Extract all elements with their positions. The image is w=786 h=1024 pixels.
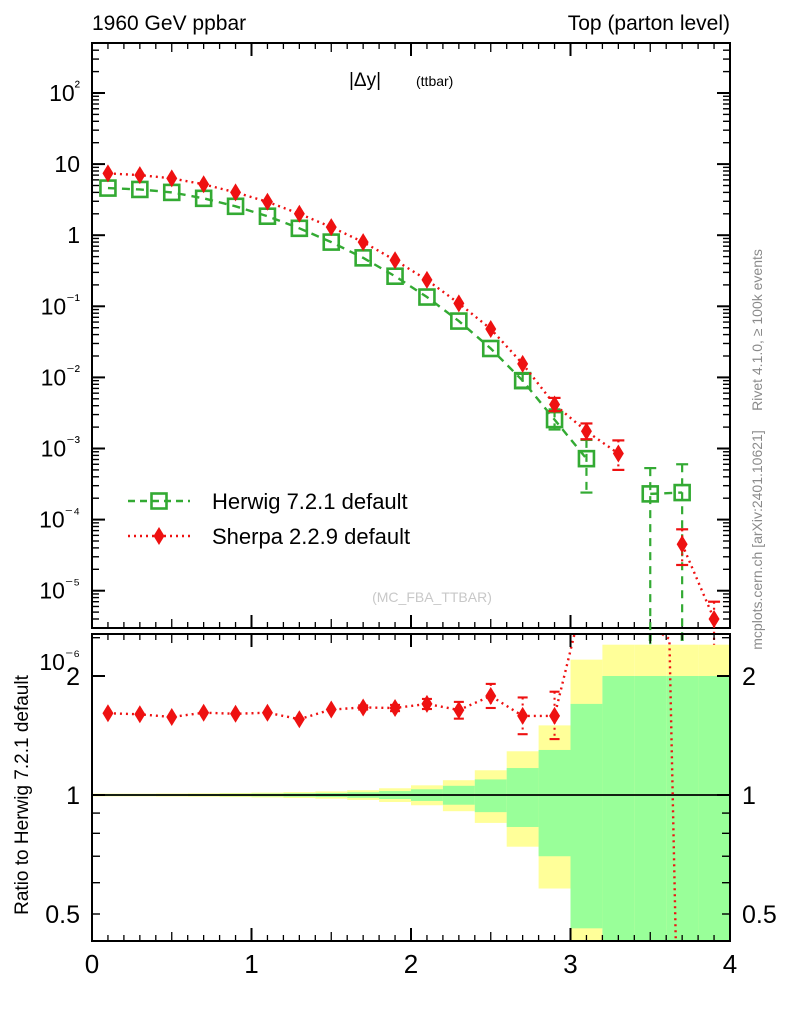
marker-square[interactable]: [418, 288, 436, 306]
marker-square[interactable]: [481, 339, 500, 358]
plot-title-subtext: (ttbar): [416, 73, 453, 89]
marker-diamond[interactable]: [261, 192, 273, 211]
marker-diamond[interactable]: [198, 175, 210, 194]
y-tick-label: 10⁻⁵: [39, 577, 80, 604]
watermark-label: (MC_FBA_TTBAR): [372, 589, 492, 605]
header-left: 1960 GeV ppbar: [92, 12, 246, 35]
x-tick-label: 2: [404, 949, 418, 979]
ratio-marker-diamond[interactable]: [134, 705, 146, 724]
ratio-marker-diamond[interactable]: [389, 698, 401, 717]
marker-diamond[interactable]: [708, 609, 720, 628]
ratio-marker-diamond[interactable]: [453, 701, 465, 720]
uncertainty-band-inner: [570, 703, 603, 929]
x-tick-label: 3: [563, 949, 577, 979]
ratio-y-tick-label: 2: [66, 663, 80, 691]
marker-square[interactable]: [673, 483, 691, 502]
ratio-y-tick-label-right: 1: [742, 782, 756, 810]
marker-diamond[interactable]: [612, 444, 624, 463]
legend-label-sherpa: Sherpa 2.2.9 default: [212, 524, 410, 549]
marker-diamond[interactable]: [166, 169, 178, 188]
marker-square[interactable]: [513, 371, 532, 390]
y-tick-label: 10⁻⁴: [39, 506, 80, 533]
y-tick-label: 10⁻²: [41, 363, 81, 390]
series-line-sherpa: [107, 172, 716, 620]
marker-square[interactable]: [450, 312, 468, 330]
legend: Herwig 7.2.1 default Sherpa 2.2.9 default: [128, 489, 410, 549]
ratio-y-tick-label: 1: [66, 782, 80, 810]
ratio-panel: 2 21 10.5 0.50 1 2 3 4: [45, 633, 777, 979]
ratio-y-axis-label: Ratio to Herwig 7.2.1 default: [12, 674, 33, 914]
ratio-marker-diamond[interactable]: [293, 710, 305, 729]
uncertainty-band-inner: [634, 676, 667, 941]
marker-diamond[interactable]: [293, 204, 305, 223]
uncertainty-band-inner: [698, 676, 730, 941]
header-right: Top (parton level): [568, 12, 730, 35]
y-tick-label: 10: [54, 151, 80, 177]
y-tick-label: 1: [67, 222, 80, 248]
marker-diamond[interactable]: [421, 270, 433, 289]
y-tick-label: 10⁻⁶: [39, 648, 80, 675]
plot-title: |Δy|: [349, 70, 381, 91]
series-line-herwig: [107, 186, 683, 496]
y-tick-label: 10⁻¹: [41, 292, 80, 319]
ratio-marker-diamond[interactable]: [357, 698, 369, 717]
marker-diamond[interactable]: [517, 354, 529, 373]
uncertainty-band-inner: [602, 676, 635, 941]
uncertainty-band-inner: [666, 676, 699, 941]
marker-diamond[interactable]: [134, 166, 146, 185]
ratio-marker-diamond[interactable]: [198, 703, 210, 722]
side-label-mcplots: mcplots.cern.ch [arXiv:2401.10621]: [749, 430, 765, 649]
uncertainty-band-inner: [538, 749, 571, 857]
marker-diamond[interactable]: [453, 294, 465, 313]
ratio-y-tick-label: 0.5: [45, 901, 80, 929]
marker-diamond[interactable]: [549, 395, 561, 414]
marker-diamond[interactable]: [580, 422, 592, 441]
marker-diamond[interactable]: [357, 233, 369, 252]
y-tick-label: 10⁻³: [41, 435, 81, 462]
ratio-marker-diamond[interactable]: [325, 700, 337, 719]
ratio-marker-diamond[interactable]: [102, 704, 114, 723]
ratio-marker-diamond[interactable]: [166, 708, 178, 727]
marker-diamond[interactable]: [389, 251, 401, 270]
ratio-marker-diamond[interactable]: [261, 703, 273, 722]
marker-diamond[interactable]: [325, 218, 337, 237]
x-tick-label: 4: [723, 949, 737, 979]
legend-label-herwig: Herwig 7.2.1 default: [212, 489, 408, 514]
marker-diamond[interactable]: [230, 183, 242, 202]
legend-marker-square: [150, 492, 168, 510]
x-tick-label: 0: [85, 949, 99, 979]
legend-marker-diamond: [153, 527, 165, 545]
x-tick-label: 1: [244, 949, 258, 979]
marker-diamond[interactable]: [676, 535, 688, 554]
marker-square[interactable]: [641, 485, 660, 503]
ratio-marker-diamond[interactable]: [485, 687, 497, 706]
ratio-marker-diamond[interactable]: [517, 706, 529, 725]
ratio-marker-diamond[interactable]: [549, 706, 561, 725]
ratio-y-tick-label-right: 2: [742, 663, 756, 691]
uncertainty-band-inner: [506, 768, 539, 827]
y-tick-label: 10²: [49, 79, 81, 106]
ratio-marker-diamond[interactable]: [230, 704, 242, 723]
side-label-rivet: Rivet 4.1.0, ≥ 100k events: [749, 249, 765, 411]
marker-diamond[interactable]: [102, 164, 114, 183]
ratio-y-tick-label-right: 0.5: [742, 901, 777, 929]
marker-diamond[interactable]: [485, 319, 497, 338]
ratio-marker-diamond[interactable]: [421, 694, 433, 713]
marker-square[interactable]: [577, 449, 596, 468]
